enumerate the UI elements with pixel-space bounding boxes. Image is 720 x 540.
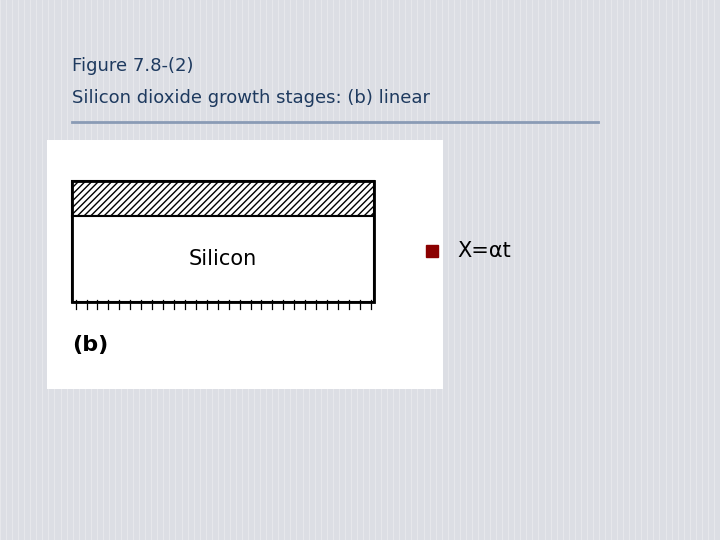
Text: Figure 7.8-(2): Figure 7.8-(2): [72, 57, 194, 75]
Text: (b): (b): [72, 335, 108, 355]
Text: Silicon: Silicon: [189, 249, 257, 269]
Bar: [72, 181, 374, 302]
Bar: [47, 140, 443, 389]
Bar: [72, 216, 374, 302]
Bar: [72, 181, 374, 216]
Text: Silicon dioxide growth stages: (b) linear: Silicon dioxide growth stages: (b) linea…: [72, 89, 430, 107]
Text: X=αt: X=αt: [457, 241, 511, 261]
